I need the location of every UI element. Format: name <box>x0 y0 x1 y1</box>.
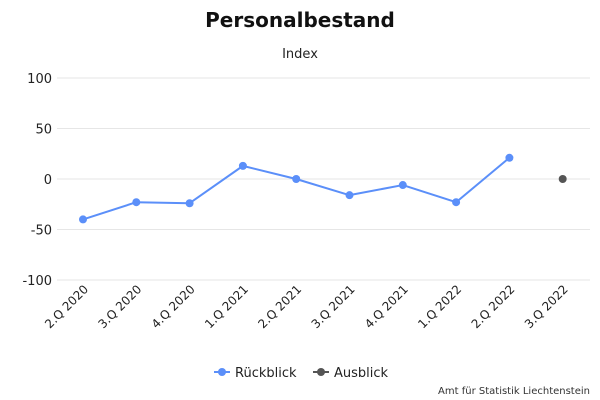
series-line-0 <box>82 157 511 221</box>
x-tick-label: 3.Q 2021 <box>309 282 358 331</box>
gridlines <box>57 77 590 281</box>
legend-ausblick-marker <box>317 368 325 376</box>
x-tick-label: 1.Q 2022 <box>415 282 464 331</box>
x-tick-label: 3.Q 2020 <box>95 282 144 331</box>
data-point[interactable] <box>398 181 407 190</box>
data-point[interactable] <box>558 175 567 183</box>
chart-title: Personalbestand <box>205 8 395 32</box>
credit-text[interactable]: Amt für Statistik Liechtenstein <box>438 386 590 397</box>
y-tick-label: 0 <box>44 173 52 188</box>
x-tick-label: 3.Q 2022 <box>522 282 571 331</box>
y-tick-label: 100 <box>27 72 52 87</box>
x-tick-label: 1.Q 2021 <box>202 282 251 331</box>
data-point[interactable] <box>79 215 87 224</box>
y-axis-ticks: 100 50 0 -50 -100 <box>22 72 52 289</box>
legend-item-ausblick[interactable]: Ausblick <box>313 366 389 381</box>
legend-item-rueckblick[interactable]: Rückblick <box>214 366 297 381</box>
chart-subtitle: Index <box>282 47 318 62</box>
data-point[interactable] <box>345 191 354 200</box>
legend-rueckblick-label: Rückblick <box>235 366 297 381</box>
data-point[interactable] <box>292 175 301 183</box>
y-tick-label: -100 <box>22 274 52 289</box>
data-point[interactable] <box>505 153 514 162</box>
data-point[interactable] <box>452 198 461 207</box>
x-tick-label: 2.Q 2022 <box>469 282 518 331</box>
y-tick-label: -50 <box>31 224 52 239</box>
data-point[interactable] <box>132 198 141 207</box>
series-layer <box>79 153 567 224</box>
x-axis-ticks: 2.Q 2020 3.Q 2020 4.Q 2020 1.Q 2021 2.Q 2021… <box>42 282 571 331</box>
y-tick-label: 50 <box>35 123 52 138</box>
x-tick-label: 2.Q 2020 <box>42 282 91 331</box>
legend: Rückblick Ausblick <box>214 366 389 381</box>
x-tick-label: 4.Q 2020 <box>149 282 198 331</box>
legend-rueckblick-marker <box>218 368 226 376</box>
data-point[interactable] <box>238 161 247 170</box>
x-tick-label: 4.Q 2021 <box>362 282 411 331</box>
data-point[interactable] <box>185 199 194 208</box>
x-tick-label: 2.Q 2021 <box>255 282 304 331</box>
legend-ausblick-label: Ausblick <box>334 366 389 381</box>
